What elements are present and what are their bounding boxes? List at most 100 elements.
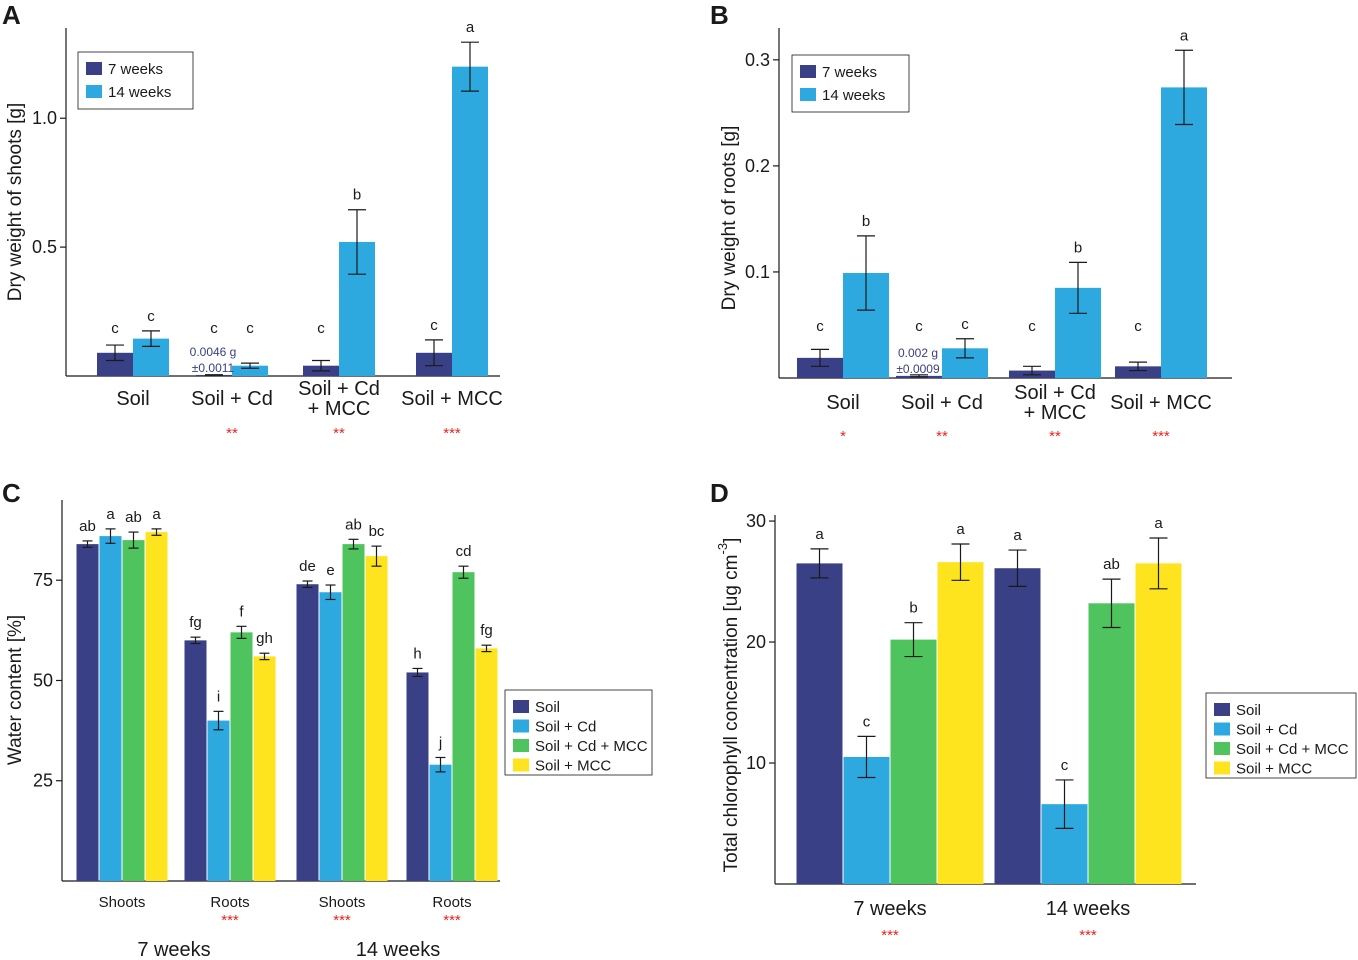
significance-letter: fg — [189, 614, 202, 631]
significance-stars: *** — [1152, 428, 1170, 445]
significance-letter: c — [430, 317, 438, 334]
panel-letter: D — [710, 478, 729, 508]
y-tick-label: 10 — [746, 753, 766, 773]
legend-label: Soil + Cd + MCC — [1236, 741, 1349, 758]
y-axis-label: Dry weight of roots [g] — [719, 126, 740, 311]
bar — [99, 536, 122, 881]
x-tick-label: Soil + MCC — [1110, 392, 1212, 414]
significance-letter: a — [1154, 515, 1163, 532]
panel-b: B 0.1 0.2 0.3 Dry weight of roots [g] c b Soil *… — [710, 0, 1232, 445]
legend-swatch — [1214, 722, 1230, 736]
significance-letter: ab — [1103, 556, 1120, 573]
bar — [97, 352, 133, 376]
significance-stars: ** — [226, 425, 238, 442]
x-tick-label: Soil — [116, 388, 149, 410]
bar — [145, 532, 168, 881]
x-tick-label: Soil + Cd — [191, 388, 273, 410]
bar — [1088, 603, 1135, 884]
value-annotation: 0.002 g — [898, 346, 938, 360]
legend-label: Soil + MCC — [1236, 761, 1312, 778]
significance-letter: fg — [480, 622, 493, 639]
y-tick-label: 1.0 — [32, 108, 57, 128]
x-tick-label: Soil + MCC — [401, 388, 503, 410]
legend-swatch — [513, 758, 529, 772]
significance-letter: de — [299, 558, 316, 575]
panel-letter: A — [2, 0, 21, 30]
legend-label: 14 weeks — [108, 84, 171, 101]
bar — [429, 764, 452, 881]
legend: 7 weeks 14 weeks — [77, 51, 194, 110]
significance-letter: a — [106, 506, 115, 523]
bar — [253, 656, 276, 881]
significance-letter: c — [1028, 318, 1036, 335]
significance-letter: ab — [79, 518, 96, 535]
significance-letter: cd — [456, 543, 472, 560]
legend: 7 weeks 14 weeks — [791, 54, 910, 113]
significance-letter: gh — [256, 630, 273, 647]
significance-stars: ** — [1049, 428, 1061, 445]
panel-letter: C — [2, 478, 21, 508]
significance-letter: b — [1074, 239, 1082, 256]
significance-letter: j — [438, 734, 442, 751]
legend-label: Soil — [1236, 702, 1261, 719]
legend-swatch — [1214, 761, 1230, 775]
x-tick-label: Soil + Cd — [298, 378, 380, 400]
y-tick-label: 30 — [746, 511, 766, 531]
legend-swatch — [800, 88, 816, 101]
legend: Soil Soil + Cd Soil + Cd + MCC Soil + MCC — [504, 689, 653, 776]
bar — [796, 563, 843, 884]
significance-letter: c — [961, 316, 969, 333]
legend-label: Soil — [535, 699, 560, 716]
significance-letter: c — [317, 320, 325, 337]
significance-stars: ** — [936, 428, 948, 445]
bar — [184, 640, 207, 881]
bar — [797, 357, 843, 378]
legend-label: Soil + Cd + MCC — [535, 738, 648, 755]
x-tick-label: 14 weeks — [1046, 898, 1131, 920]
significance-stars: *** — [881, 927, 899, 944]
significance-stars: *** — [443, 425, 461, 442]
legend-swatch — [1214, 703, 1230, 716]
bar — [207, 720, 230, 881]
bar — [1135, 563, 1182, 884]
legend: Soil Soil + Cd Soil + Cd + MCC Soil + MCC — [1205, 692, 1357, 779]
legend-swatch — [513, 719, 529, 733]
legend-box — [504, 689, 653, 776]
bar — [452, 66, 488, 377]
bar — [937, 562, 984, 884]
significance-stars: *** — [443, 912, 461, 929]
significance-letter: bc — [369, 523, 385, 540]
bar — [452, 572, 475, 881]
legend-swatch — [86, 62, 102, 75]
bar — [843, 756, 890, 884]
legend-box — [791, 54, 910, 113]
significance-letter: b — [862, 213, 870, 230]
legend-box — [77, 51, 194, 110]
significance-letter: ab — [125, 509, 142, 526]
bar — [1161, 87, 1207, 379]
significance-letter: a — [152, 506, 161, 523]
bar — [76, 544, 99, 881]
bar — [319, 592, 342, 881]
bar — [994, 568, 1041, 884]
significance-letter: c — [111, 320, 119, 337]
bar — [296, 584, 319, 881]
significance-letter: b — [353, 187, 361, 204]
significance-stars: *** — [333, 912, 351, 929]
legend-label: 7 weeks — [108, 61, 163, 78]
legend-label: Soil + MCC — [535, 758, 611, 775]
bar — [475, 648, 498, 881]
panel-a: A 0.5 1.0 Dry weight of shoots [g] c c Soil c c S… — [2, 0, 503, 442]
significance-letter: c — [1134, 318, 1142, 335]
significance-letter: h — [413, 645, 421, 662]
y-tick-label: 25 — [33, 771, 53, 791]
bar — [230, 632, 253, 881]
value-annotation: 0.0046 g — [190, 345, 237, 359]
significance-letter: ab — [345, 516, 362, 533]
significance-letter: c — [147, 308, 155, 325]
bar — [406, 672, 429, 881]
y-tick-label: 0.1 — [745, 262, 770, 282]
bar — [342, 544, 365, 881]
